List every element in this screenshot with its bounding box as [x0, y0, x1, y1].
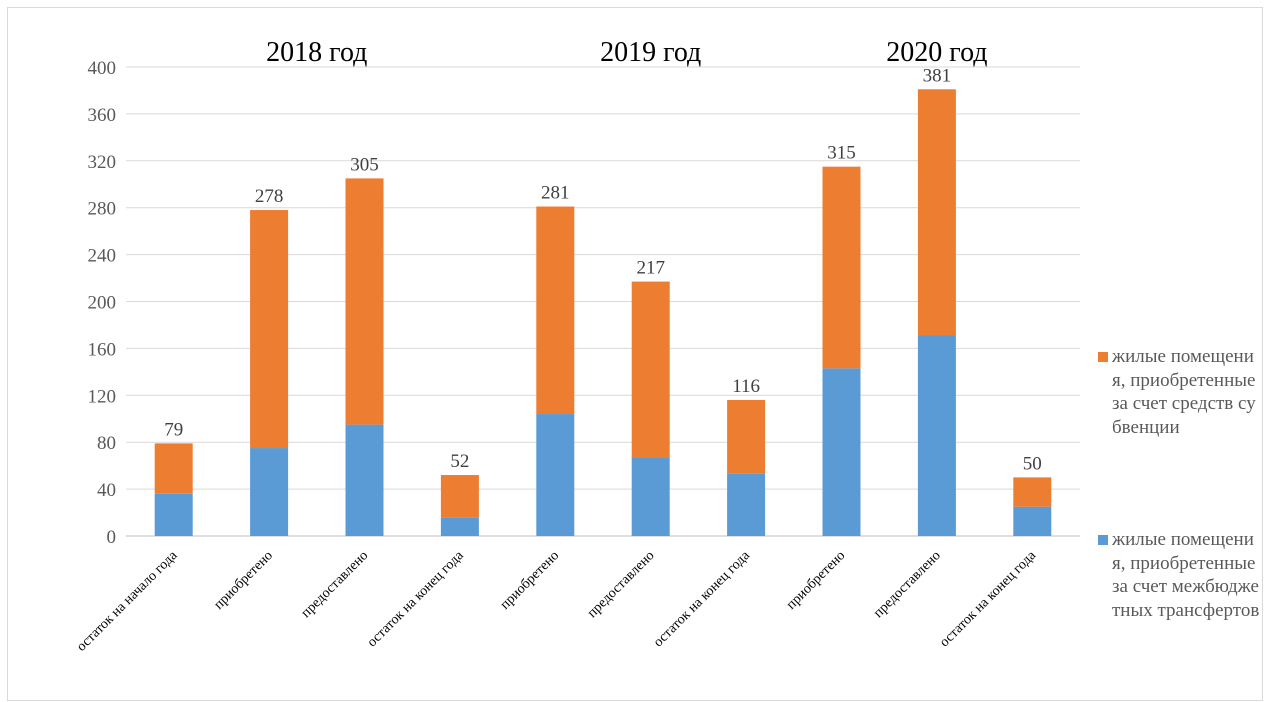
bar-segment-series-0 — [154, 493, 193, 536]
bar-segment-series-1 — [1013, 477, 1052, 507]
legend-swatch-transfers — [1098, 535, 1108, 545]
bar-segment-series-1 — [822, 166, 861, 369]
bar-segment-series-0 — [727, 473, 766, 536]
y-tick-label: 80 — [97, 433, 116, 454]
category-label: остаток на начало года — [74, 548, 181, 655]
bar-total-label: 278 — [255, 186, 284, 207]
y-tick-label: 200 — [88, 293, 117, 314]
category-label: остаток на конец года — [365, 548, 468, 651]
legend-item-subvention: жилые помещения, приобретенные за счет с… — [1098, 345, 1264, 439]
bar-segment-series-1 — [631, 281, 670, 458]
y-tick-label: 400 — [88, 58, 117, 79]
year-group-heading: 2018 год — [266, 37, 367, 68]
category-label: приобретено — [211, 548, 275, 612]
bar-total-label: 217 — [636, 258, 665, 279]
bar-segment-series-0 — [536, 414, 575, 536]
bar-segment-series-1 — [345, 178, 384, 425]
y-tick-label: 240 — [88, 246, 117, 267]
bar-segment-series-1 — [250, 210, 289, 449]
category-label: предоставлено — [871, 548, 944, 621]
bar-segment-series-0 — [631, 457, 670, 536]
bar-segment-series-1 — [536, 206, 575, 415]
category-label: приобретено — [498, 548, 562, 612]
y-tick-label: 320 — [88, 152, 117, 173]
year-group-heading: 2020 год — [886, 37, 987, 68]
legend-swatch-subvention — [1098, 352, 1108, 362]
y-tick-label: 0 — [107, 527, 117, 548]
bar-total-label: 79 — [164, 419, 183, 440]
bar-segment-series-0 — [440, 517, 479, 536]
bar-segment-series-1 — [727, 399, 766, 474]
bar-segment-series-1 — [154, 443, 193, 494]
bar-total-label: 281 — [541, 183, 570, 204]
y-tick-label: 160 — [88, 339, 117, 360]
y-tick-label: 360 — [88, 105, 117, 126]
legend-item-transfers: жилые помещения, приобретенные за счет м… — [1098, 528, 1264, 622]
bar-total-label: 381 — [923, 65, 952, 86]
y-tick-label: 280 — [88, 199, 117, 220]
bar-total-label: 52 — [450, 451, 469, 472]
category-label: остаток на конец года — [651, 548, 754, 651]
bar-segment-series-1 — [917, 89, 956, 336]
bar-total-label: 116 — [732, 376, 760, 397]
bar-total-label: 315 — [827, 143, 856, 164]
legend-label-subvention: жилые помещения, приобретенные за счет с… — [1112, 346, 1256, 438]
year-group-heading: 2019 год — [600, 37, 701, 68]
bar-segment-series-0 — [345, 424, 384, 536]
bar-segment-series-0 — [822, 368, 861, 536]
bar-segment-series-1 — [440, 475, 479, 518]
category-label: предоставлено — [585, 548, 658, 621]
y-tick-label: 120 — [88, 386, 117, 407]
category-label: предоставлено — [299, 548, 372, 621]
category-label: остаток на конец года — [937, 548, 1040, 651]
bar-segment-series-0 — [1013, 506, 1052, 536]
legend-label-transfers: жилые помещения, приобретенные за счет м… — [1112, 529, 1260, 621]
bar-segment-series-0 — [250, 448, 289, 536]
y-tick-label: 40 — [97, 480, 116, 501]
bar-total-label: 50 — [1023, 453, 1042, 474]
bar-segment-series-0 — [917, 335, 956, 536]
category-label: приобретено — [784, 548, 848, 612]
bar-total-label: 305 — [350, 154, 379, 175]
